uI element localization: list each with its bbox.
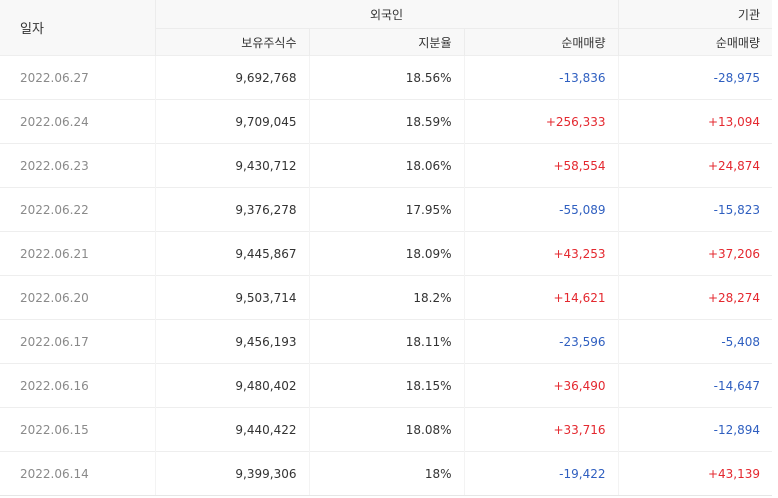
ratio-cell: 18%	[308, 451, 464, 496]
table-row: 2022.06.20 9,503,714 18.2% +14,621 +28,274	[0, 275, 772, 320]
holdings-cell: 9,456,193	[154, 319, 309, 364]
table-row: 2022.06.17 9,456,193 18.11% -23,596 -5,408	[0, 319, 772, 364]
date-cell: 2022.06.22	[0, 187, 156, 232]
institution-net-column-header: 순매매량	[617, 28, 772, 56]
foreign-net-cell: +43,253	[463, 231, 618, 276]
date-cell: 2022.06.23	[0, 143, 156, 188]
ratio-cell: 18.11%	[308, 319, 464, 364]
holdings-cell: 9,709,045	[154, 99, 309, 144]
ratio-cell: 18.56%	[308, 55, 464, 100]
foreign-net-cell: +58,554	[463, 143, 618, 188]
table-row: 2022.06.21 9,445,867 18.09% +43,253 +37,206	[0, 231, 772, 276]
foreign-net-cell: -23,596	[463, 319, 618, 364]
institution-net-cell: -14,647	[617, 363, 772, 408]
table-row: 2022.06.22 9,376,278 17.95% -55,089 -15,823	[0, 187, 772, 232]
ratio-column-header: 지분율	[308, 28, 464, 56]
holdings-column-header: 보유주식수	[155, 28, 309, 56]
date-cell: 2022.06.27	[0, 55, 156, 100]
date-cell: 2022.06.15	[0, 407, 156, 452]
holdings-cell: 9,503,714	[154, 275, 309, 320]
ratio-cell: 18.2%	[308, 275, 464, 320]
foreign-net-cell: -55,089	[463, 187, 618, 232]
table-row: 2022.06.14 9,399,306 18% -19,422 +43,139	[0, 451, 772, 496]
date-cell: 2022.06.24	[0, 99, 156, 144]
ratio-cell: 18.08%	[308, 407, 464, 452]
institution-net-cell: -5,408	[617, 319, 772, 364]
date-cell: 2022.06.14	[0, 451, 156, 496]
institution-net-cell: +37,206	[617, 231, 772, 276]
date-cell: 2022.06.16	[0, 363, 156, 408]
date-cell: 2022.06.21	[0, 231, 156, 276]
foreign-net-cell: +33,716	[463, 407, 618, 452]
table-row: 2022.06.16 9,480,402 18.15% +36,490 -14,647	[0, 363, 772, 408]
holdings-cell: 9,430,712	[154, 143, 309, 188]
institution-net-cell: -15,823	[617, 187, 772, 232]
foreign-net-cell: +256,333	[463, 99, 618, 144]
institution-group-header: 기관	[617, 0, 772, 29]
holdings-cell: 9,440,422	[154, 407, 309, 452]
foreign-net-cell: -13,836	[463, 55, 618, 100]
table-body: 2022.06.27 9,692,768 18.56% -13,836 -28,975 2…	[0, 55, 772, 496]
date-cell: 2022.06.20	[0, 275, 156, 320]
table-row: 2022.06.15 9,440,422 18.08% +33,716 -12,894	[0, 407, 772, 452]
holdings-cell: 9,480,402	[154, 363, 309, 408]
table-row: 2022.06.23 9,430,712 18.06% +58,554 +24,874	[0, 143, 772, 188]
date-cell: 2022.06.17	[0, 319, 156, 364]
institution-net-cell: +28,274	[617, 275, 772, 320]
institution-net-cell: +43,139	[617, 451, 772, 496]
table-row: 2022.06.27 9,692,768 18.56% -13,836 -28,975	[0, 55, 772, 100]
ratio-cell: 18.59%	[308, 99, 464, 144]
date-column-header: 일자	[0, 0, 156, 56]
institution-net-cell: +13,094	[617, 99, 772, 144]
ratio-cell: 17.95%	[308, 187, 464, 232]
ratio-cell: 18.06%	[308, 143, 464, 188]
holdings-cell: 9,376,278	[154, 187, 309, 232]
holdings-cell: 9,692,768	[154, 55, 309, 100]
foreign-net-cell: -19,422	[463, 451, 618, 496]
foreign-net-column-header: 순매매량	[463, 28, 618, 56]
foreign-group-header: 외국인	[155, 0, 618, 29]
institution-net-cell: -12,894	[617, 407, 772, 452]
institution-net-cell: -28,975	[617, 55, 772, 100]
holdings-cell: 9,399,306	[154, 451, 309, 496]
table-header: 일자 외국인 기관 보유주식수 지분율 순매매량 순매매량	[0, 0, 772, 56]
ratio-cell: 18.09%	[308, 231, 464, 276]
institution-net-cell: +24,874	[617, 143, 772, 188]
foreign-net-cell: +36,490	[463, 363, 618, 408]
foreign-net-cell: +14,621	[463, 275, 618, 320]
holdings-cell: 9,445,867	[154, 231, 309, 276]
table-row: 2022.06.24 9,709,045 18.59% +256,333 +13,094	[0, 99, 772, 144]
ratio-cell: 18.15%	[308, 363, 464, 408]
